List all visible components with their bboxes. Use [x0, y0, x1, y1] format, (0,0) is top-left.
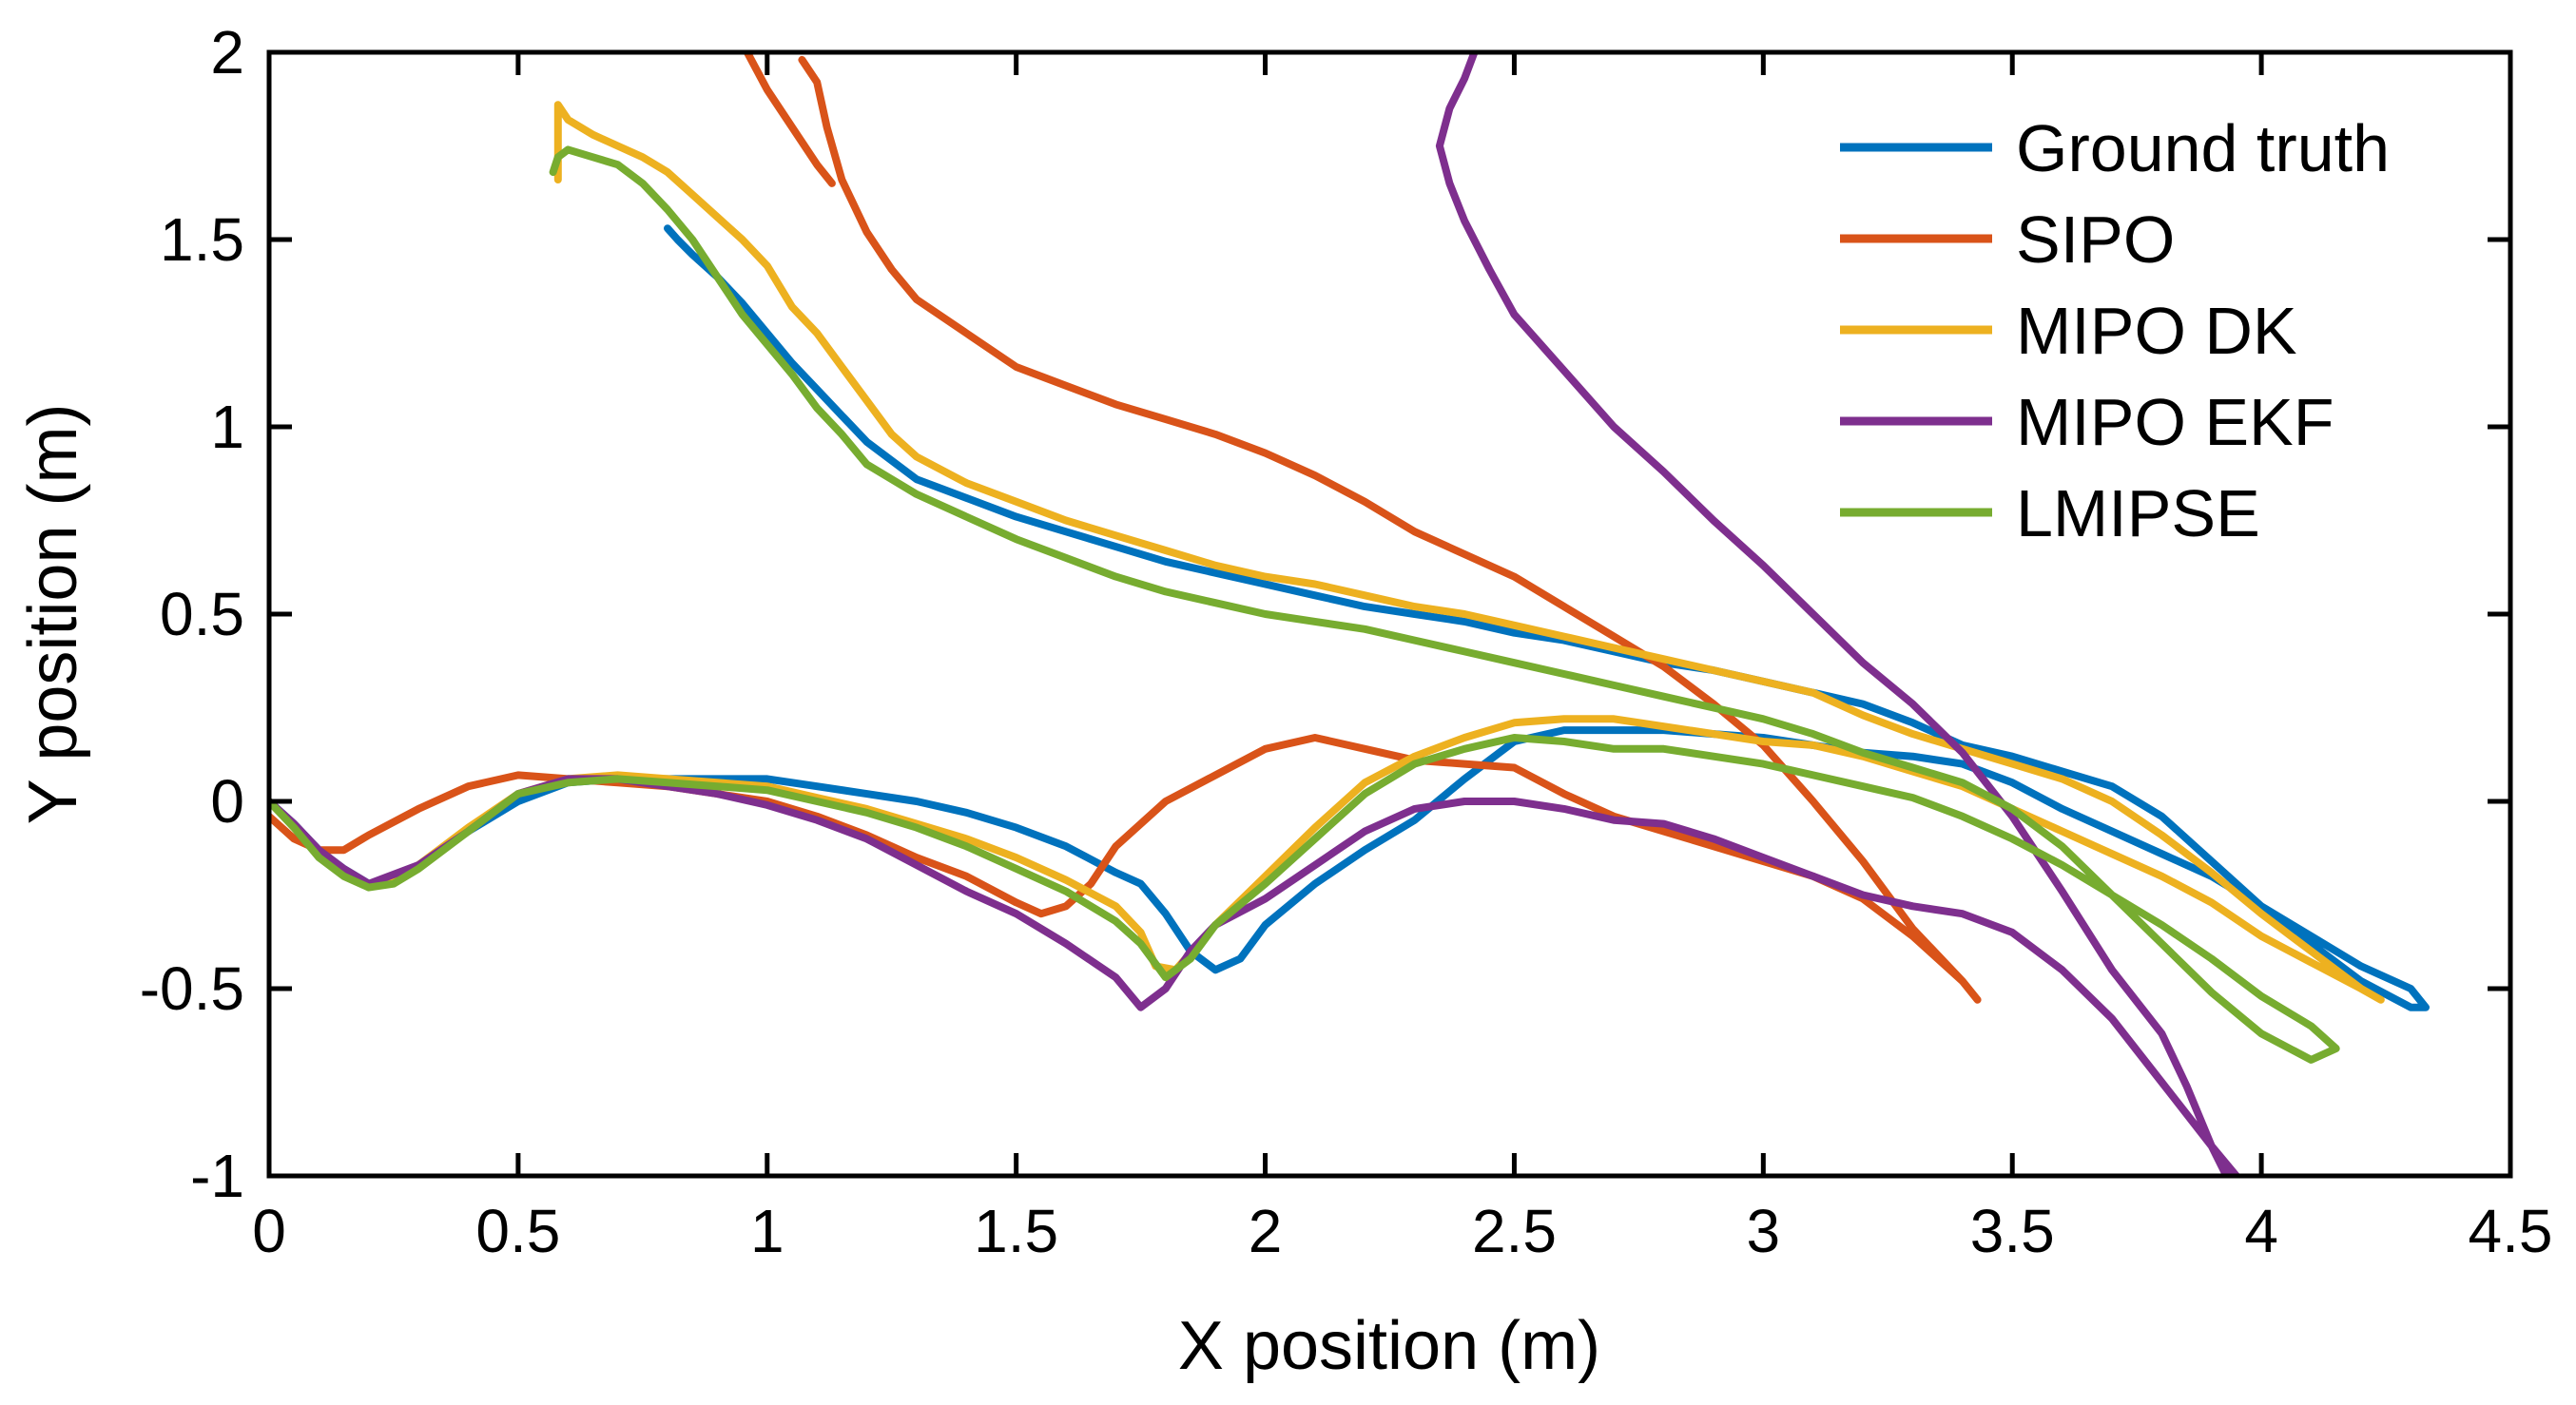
legend: Ground truth SIPO MIPO DK MIPO EKF LMIPSE — [1840, 111, 2390, 550]
legend-label: MIPO DK — [2016, 294, 2297, 368]
y-tick-label: 1 — [210, 393, 244, 461]
series-layer — [269, 52, 2430, 1176]
x-tick-label: 3.5 — [1970, 1197, 2055, 1265]
y-tick-label: -0.5 — [140, 954, 244, 1023]
legend-label: MIPO EKF — [2016, 385, 2334, 459]
x-tick-label: 1 — [750, 1197, 784, 1265]
y-axis-label: Y position (m) — [15, 404, 91, 825]
x-tick-label: 0 — [252, 1197, 286, 1265]
y-tick-label: 0.5 — [160, 580, 244, 648]
legend-label: Ground truth — [2016, 111, 2390, 185]
x-tick-label: 4 — [2244, 1197, 2278, 1265]
ticks-layer: 0 0.5 1 1.5 2 2.5 3 3.5 4 4.5 -1 -0.5 0 0.5 1 1.5 2 — [140, 18, 2553, 1265]
x-tick-label: 2 — [1249, 1197, 1283, 1265]
legend-label: SIPO — [2016, 202, 2175, 277]
y-tick-label: -1 — [190, 1142, 244, 1210]
series-line-lmipse — [269, 145, 2340, 1064]
x-axis-label: X position (m) — [1178, 1308, 1600, 1384]
series-line-sipo-segment — [743, 52, 836, 187]
legend-label: LMIPSE — [2016, 476, 2260, 550]
y-tick-label: 1.5 — [160, 205, 244, 274]
series-line-mipo-ekf — [269, 52, 2240, 1176]
x-tick-label: 1.5 — [974, 1197, 1058, 1265]
x-tick-label: 0.5 — [475, 1197, 560, 1265]
x-tick-label: 4.5 — [2469, 1197, 2553, 1265]
y-tick-label: 0 — [210, 767, 244, 836]
x-tick-label: 3 — [1747, 1197, 1781, 1265]
x-tick-label: 2.5 — [1472, 1197, 1557, 1265]
y-tick-label: 2 — [210, 18, 244, 87]
